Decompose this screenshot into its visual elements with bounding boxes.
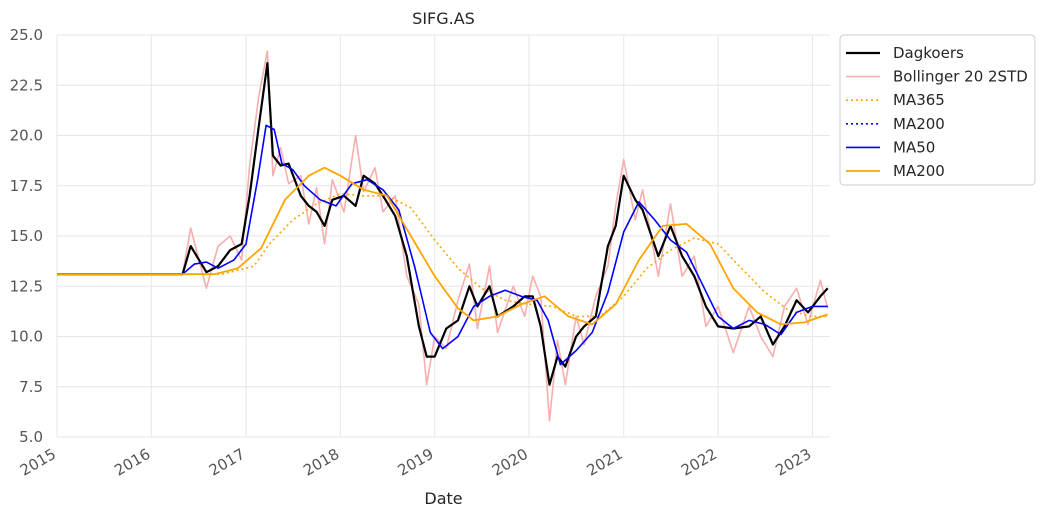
x-tick-label: 2023 xyxy=(772,445,814,480)
legend-label: MA365 xyxy=(893,91,945,109)
legend-box xyxy=(839,34,1036,186)
legend-label: MA50 xyxy=(893,138,935,156)
y-tick-label: 10.0 xyxy=(10,328,43,346)
x-axis-ticks: 2015 2016 2017 2018 2019 2020 2021 2022 2023 xyxy=(17,445,814,480)
chart-title: SIFG.AS xyxy=(412,9,475,28)
series-line xyxy=(57,61,829,386)
y-tick-label: 15.0 xyxy=(10,227,43,245)
x-tick-label: 2017 xyxy=(206,445,248,480)
y-tick-label: 22.5 xyxy=(10,76,43,94)
y-axis-ticks: 5.0 7.5 10.0 12.5 15.0 17.5 20.0 22.5 25.0 xyxy=(10,26,43,446)
x-tick-label: 2021 xyxy=(584,445,626,480)
legend-label: MA200 xyxy=(893,162,945,180)
x-tick-label: 2019 xyxy=(395,445,437,480)
y-tick-label: 25.0 xyxy=(10,26,43,44)
legend: Dagkoers Bollinger 20 2STD MA365 MA200 MA50 M… xyxy=(839,34,1036,186)
y-tick-label: 5.0 xyxy=(19,428,43,446)
y-tick-label: 17.5 xyxy=(10,177,43,195)
legend-label: Bollinger 20 2STD xyxy=(893,68,1028,86)
x-tick-label: 2018 xyxy=(300,445,342,480)
x-tick-label: 2022 xyxy=(678,445,720,480)
legend-label: MA200 xyxy=(893,115,945,133)
y-tick-label: 20.0 xyxy=(10,127,43,145)
legend-label: Dagkoers xyxy=(893,44,964,62)
series-line xyxy=(57,166,828,326)
series-group xyxy=(57,50,829,422)
y-tick-label: 12.5 xyxy=(10,277,43,295)
series-line xyxy=(57,193,828,318)
x-axis-label: Date xyxy=(424,489,462,508)
x-tick-label: 2016 xyxy=(111,445,153,480)
x-tick-label: 2020 xyxy=(489,445,531,480)
x-tick-label: 2015 xyxy=(17,445,59,480)
y-tick-label: 7.5 xyxy=(19,378,43,396)
grid xyxy=(56,34,830,438)
series-line xyxy=(57,124,828,366)
